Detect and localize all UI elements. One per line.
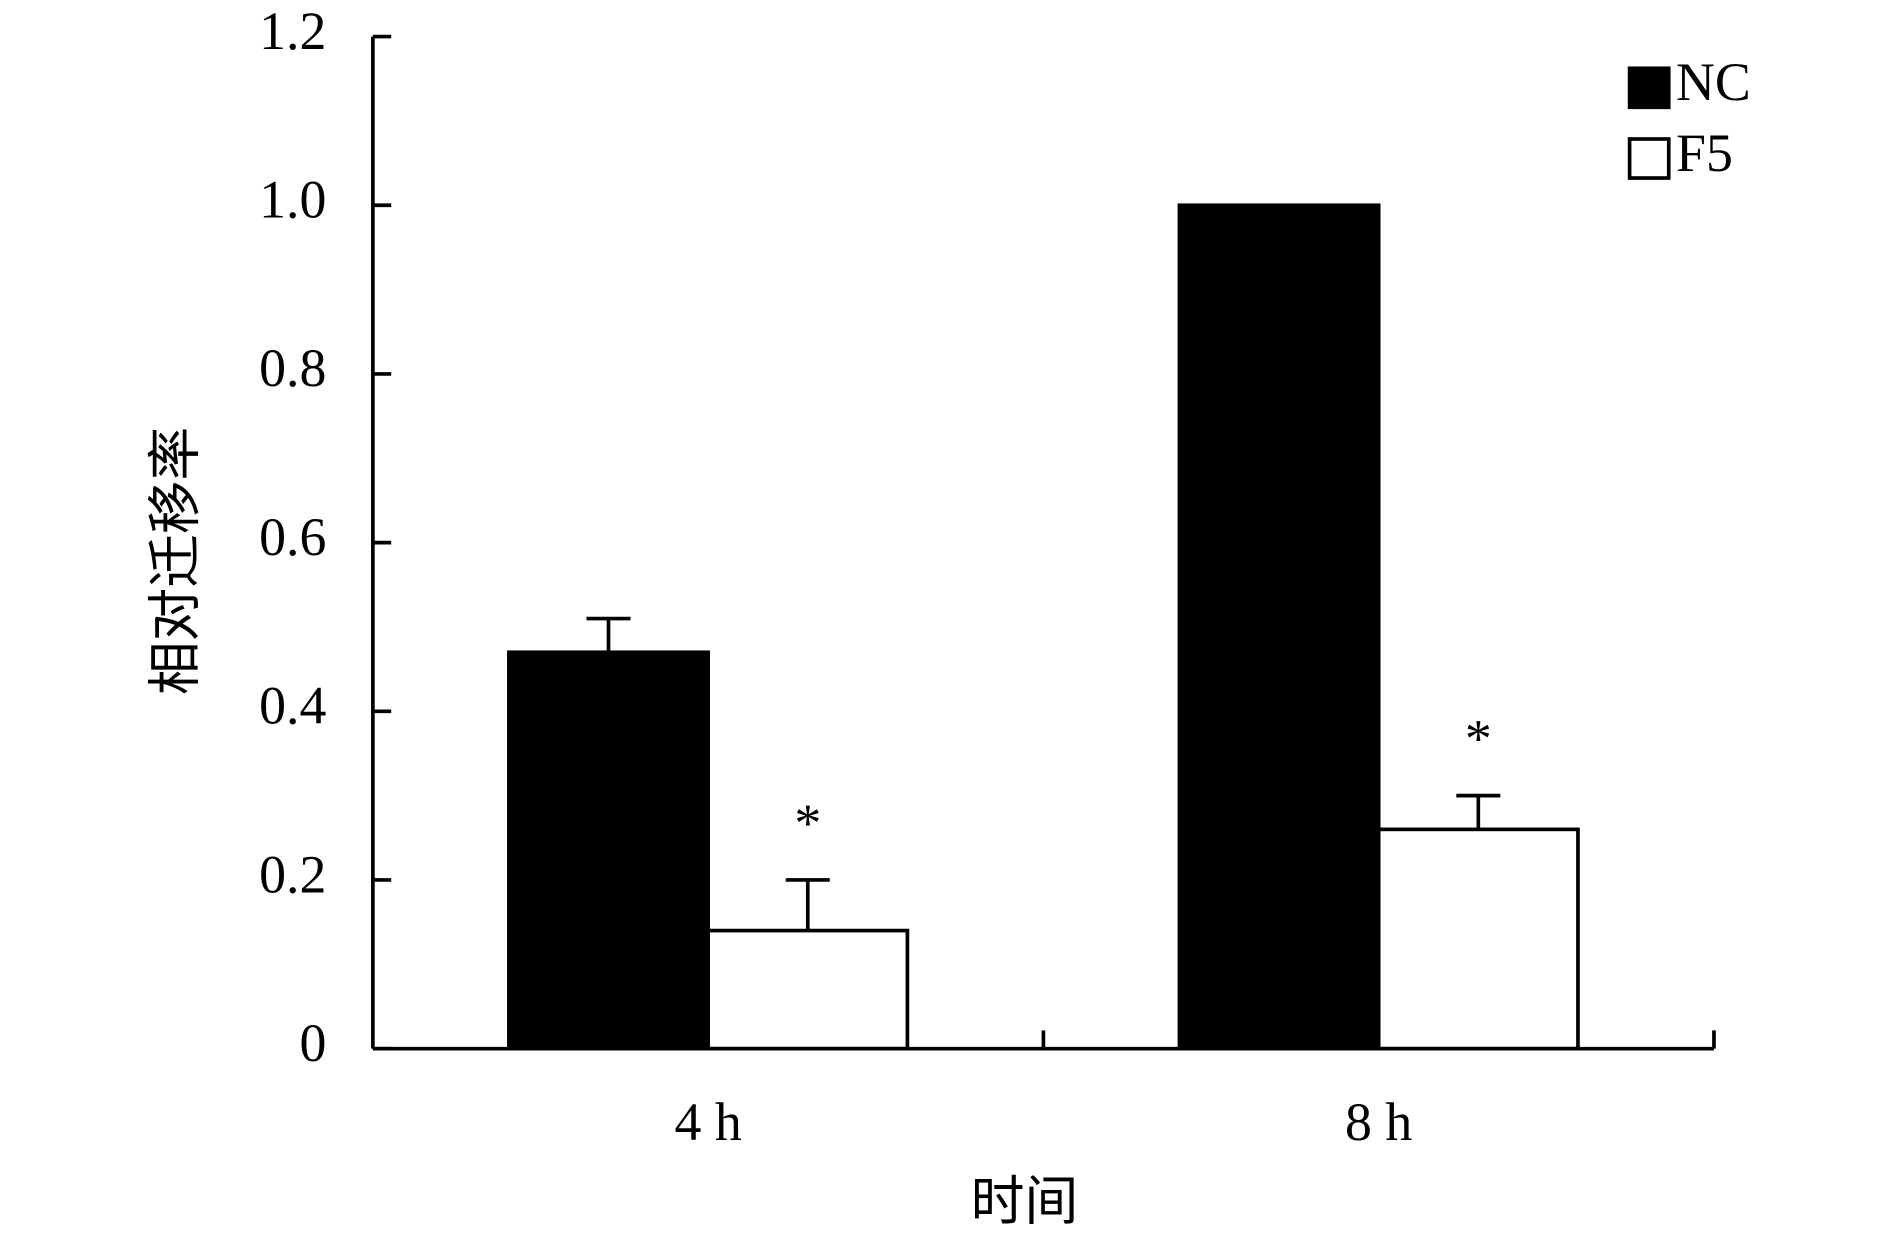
x-tick-label: 4 h <box>675 1092 742 1152</box>
y-tick-label: 0.2 <box>259 844 326 904</box>
y-tick-label: 1.0 <box>259 170 326 230</box>
legend-swatch <box>1627 137 1671 180</box>
y-tick-label: 1.2 <box>259 1 326 61</box>
y-tick-label: 0.6 <box>259 507 326 567</box>
error-bar <box>785 878 830 931</box>
y-axis-title: 相对迁移率 <box>145 427 205 695</box>
bar <box>1376 827 1580 1051</box>
y-tick-label: 0 <box>300 1013 327 1073</box>
bar <box>1177 203 1381 1051</box>
y-tick-label: 0.4 <box>259 676 326 736</box>
significance-mark: * <box>1465 709 1492 769</box>
error-bar <box>586 616 631 653</box>
bar <box>706 928 910 1051</box>
y-tick-label: 0.8 <box>259 338 326 398</box>
error-bar <box>1456 793 1501 830</box>
bar <box>507 650 710 1051</box>
x-axis-title: 时间 <box>971 1172 1079 1232</box>
legend-label: NC <box>1676 52 1751 112</box>
legend-label: F5 <box>1676 123 1733 183</box>
significance-mark: * <box>794 793 821 853</box>
x-tick-label: 8 h <box>1345 1092 1412 1152</box>
legend-swatch <box>1627 66 1671 110</box>
